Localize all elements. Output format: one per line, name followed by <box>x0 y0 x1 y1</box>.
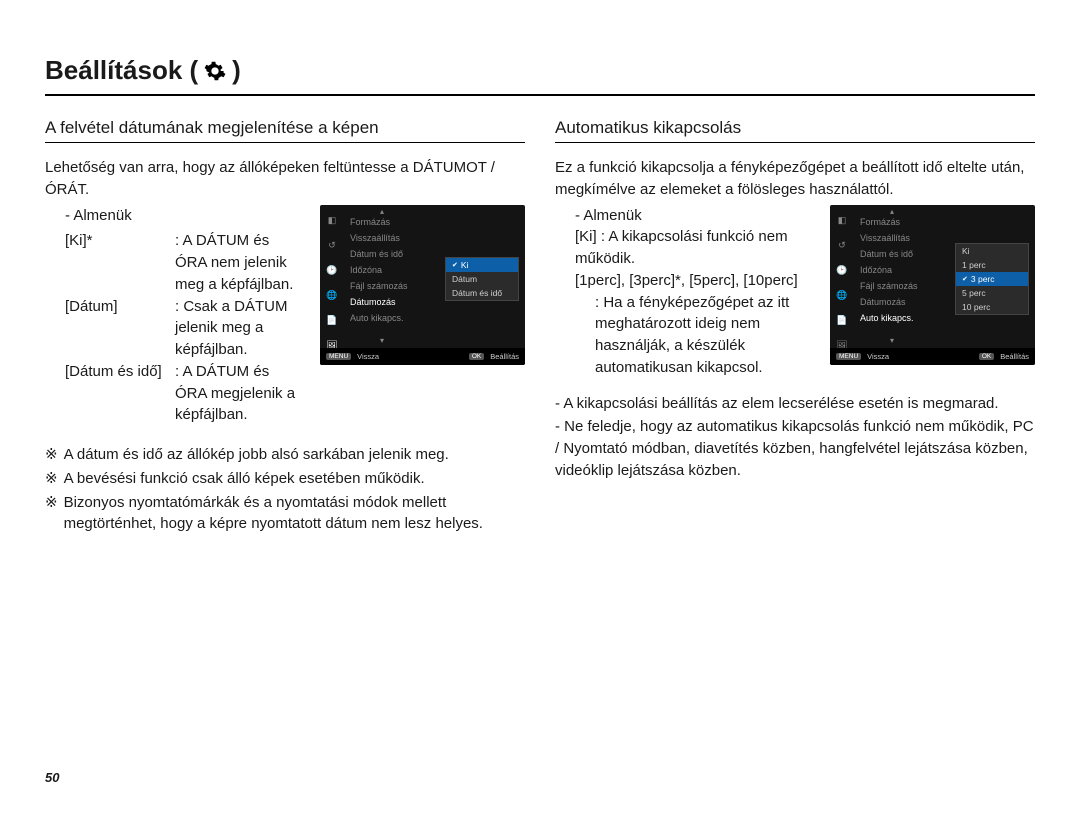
back-tag: MENU <box>326 353 351 360</box>
right-bullets: - A kikapcsolási beállítás az elem lecse… <box>555 393 1035 482</box>
clock-icon: 🕑 <box>836 265 848 276</box>
menu-item: Auto kikapcs. <box>350 313 408 323</box>
back-label: Vissza <box>867 352 889 361</box>
file-icon: 📄 <box>836 315 848 326</box>
right-times-line: [1perc], [3perc]*, [5perc], [10perc] <box>555 270 810 292</box>
page-title: Beállítások ( ) <box>45 55 1035 96</box>
right-intro: Ez a funkció kikapcsolja a fényképezőgép… <box>555 157 1035 201</box>
menu-item: Dátumozás <box>860 297 918 307</box>
menu-footer: MENU Vissza OK Beállítás <box>830 348 1035 365</box>
content-columns: A felvétel dátumának megjelenítése a kép… <box>45 118 1035 537</box>
menu-item: Visszaállítás <box>350 233 408 243</box>
menu-list: Formázás Visszaállítás Dátum és idő Időz… <box>860 217 918 323</box>
submenu-item: Dátum és idő <box>446 286 518 300</box>
right-ki-line: [Ki] : A kikapcsolási funkció nem működi… <box>555 226 810 270</box>
menu-item: Visszaállítás <box>860 233 918 243</box>
back-tag: MENU <box>836 353 861 360</box>
gear-icon <box>204 60 226 82</box>
clock-icon: 🕑 <box>326 265 338 276</box>
left-heading: A felvétel dátumának megjelenítése a kép… <box>45 118 525 143</box>
reset-icon: ↺ <box>836 240 848 251</box>
note-row: ※ A dátum és idő az állókép jobb alsó sa… <box>45 444 525 466</box>
right-times-desc: : Ha a fényképezőgépet az itt meghatároz… <box>555 292 810 379</box>
right-heading: Automatikus kikapcsolás <box>555 118 1035 143</box>
menu-item: Időzóna <box>350 265 408 275</box>
scroll-up-icon: ▴ <box>380 207 384 216</box>
note-marker: ※ <box>45 444 58 466</box>
menu-item-active: Auto kikapcs. <box>860 313 918 323</box>
format-icon: ◧ <box>836 215 848 226</box>
opt-key: [Dátum] <box>65 296 175 361</box>
menu-item: Dátum és idő <box>860 249 918 259</box>
ok-label: Beállítás <box>1000 352 1029 361</box>
submenu-item: 5 perc <box>956 286 1028 300</box>
note-text: A bevésési funkció csak álló képek eseté… <box>64 468 525 490</box>
opt-val: : Csak a DÁTUM jelenik meg a képfájlban. <box>175 296 300 361</box>
menu-item: Fájl számozás <box>860 281 918 291</box>
left-text-block: - Almenük [Ki]* : A DÁTUM és ÓRA nem jel… <box>45 205 300 427</box>
left-notes: ※ A dátum és idő az állókép jobb alsó sa… <box>45 444 525 535</box>
scroll-down-icon: ▾ <box>890 336 894 345</box>
opt-key: [Ki]* <box>65 230 175 295</box>
submenu-item-selected: Ki <box>446 258 518 272</box>
left-content-row: - Almenük [Ki]* : A DÁTUM és ÓRA nem jel… <box>45 205 525 427</box>
note-text: A dátum és idő az állókép jobb alsó sark… <box>64 444 525 466</box>
menu-item-active: Dátumozás <box>350 297 408 307</box>
submenu-item: 10 perc <box>956 300 1028 314</box>
menu-item: Fájl számozás <box>350 281 408 291</box>
left-option-row: [Ki]* : A DÁTUM és ÓRA nem jelenik meg a… <box>65 230 300 295</box>
menu-sidebar-icons: ◧ ↺ 🕑 🌐 📄 🖼 ⏻ <box>320 211 344 347</box>
bullet-row: - A kikapcsolási beállítás az elem lecse… <box>555 393 1035 415</box>
globe-icon: 🌐 <box>326 290 338 301</box>
note-row: ※ Bizonyos nyomtatómárkák és a nyomtatás… <box>45 492 525 536</box>
menu-list: Formázás Visszaállítás Dátum és idő Időz… <box>350 217 408 323</box>
right-submenu-label: - Almenük <box>555 205 810 227</box>
note-marker: ※ <box>45 468 58 490</box>
page-number: 50 <box>45 770 59 785</box>
left-menu-screenshot: ◧ ↺ 🕑 🌐 📄 🖼 ⏻ ▴ Formázás Visszaállítás D… <box>320 205 525 365</box>
bullet-row: - Ne feledje, hogy az automatikus kikapc… <box>555 416 1035 481</box>
note-text: Bizonyos nyomtatómárkák és a nyomtatási … <box>64 492 525 536</box>
left-column: A felvétel dátumának megjelenítése a kép… <box>45 118 525 537</box>
menu-footer: MENU Vissza OK Beállítás <box>320 348 525 365</box>
menu-submenu: Ki 1 perc 3 perc 5 perc 10 perc <box>955 243 1029 315</box>
globe-icon: 🌐 <box>836 290 848 301</box>
right-content-row: - Almenük [Ki] : A kikapcsolási funkció … <box>555 205 1035 379</box>
file-icon: 📄 <box>326 315 338 326</box>
menu-submenu: Ki Dátum Dátum és idő <box>445 257 519 301</box>
reset-icon: ↺ <box>326 240 338 251</box>
scroll-down-icon: ▾ <box>380 336 384 345</box>
right-text-block: - Almenük [Ki] : A kikapcsolási funkció … <box>555 205 810 379</box>
scroll-up-icon: ▴ <box>890 207 894 216</box>
ok-tag: OK <box>979 353 994 360</box>
left-option-row: [Dátum] : Csak a DÁTUM jelenik meg a kép… <box>65 296 300 361</box>
title-close: ) <box>232 55 241 86</box>
right-menu-screenshot: ◧ ↺ 🕑 🌐 📄 🖼 ⏻ ▴ Formázás Visszaállítás D… <box>830 205 1035 365</box>
menu-item: Formázás <box>350 217 408 227</box>
opt-key: [Dátum és idő] <box>65 361 175 426</box>
title-text: Beállítások ( <box>45 55 198 86</box>
left-intro: Lehetőség van arra, hogy az állóképeken … <box>45 157 525 201</box>
opt-val: : A DÁTUM és ÓRA nem jelenik meg a képfá… <box>175 230 300 295</box>
submenu-item: Ki <box>956 244 1028 258</box>
submenu-item: 1 perc <box>956 258 1028 272</box>
submenu-item-selected: 3 perc <box>956 272 1028 286</box>
left-submenu-label: - Almenük <box>45 205 300 227</box>
menu-item: Formázás <box>860 217 918 227</box>
note-marker: ※ <box>45 492 58 536</box>
menu-item: Időzóna <box>860 265 918 275</box>
left-option-row: [Dátum és idő] : A DÁTUM és ÓRA megjelen… <box>65 361 300 426</box>
note-row: ※ A bevésési funkció csak álló képek ese… <box>45 468 525 490</box>
right-column: Automatikus kikapcsolás Ez a funkció kik… <box>555 118 1035 537</box>
ok-label: Beállítás <box>490 352 519 361</box>
ok-tag: OK <box>469 353 484 360</box>
menu-sidebar-icons: ◧ ↺ 🕑 🌐 📄 🖼 ⏻ <box>830 211 854 347</box>
submenu-item: Dátum <box>446 272 518 286</box>
back-label: Vissza <box>357 352 379 361</box>
opt-val: : A DÁTUM és ÓRA megjelenik a képfájlban… <box>175 361 300 426</box>
left-options: [Ki]* : A DÁTUM és ÓRA nem jelenik meg a… <box>45 230 300 426</box>
format-icon: ◧ <box>326 215 338 226</box>
menu-item: Dátum és idő <box>350 249 408 259</box>
